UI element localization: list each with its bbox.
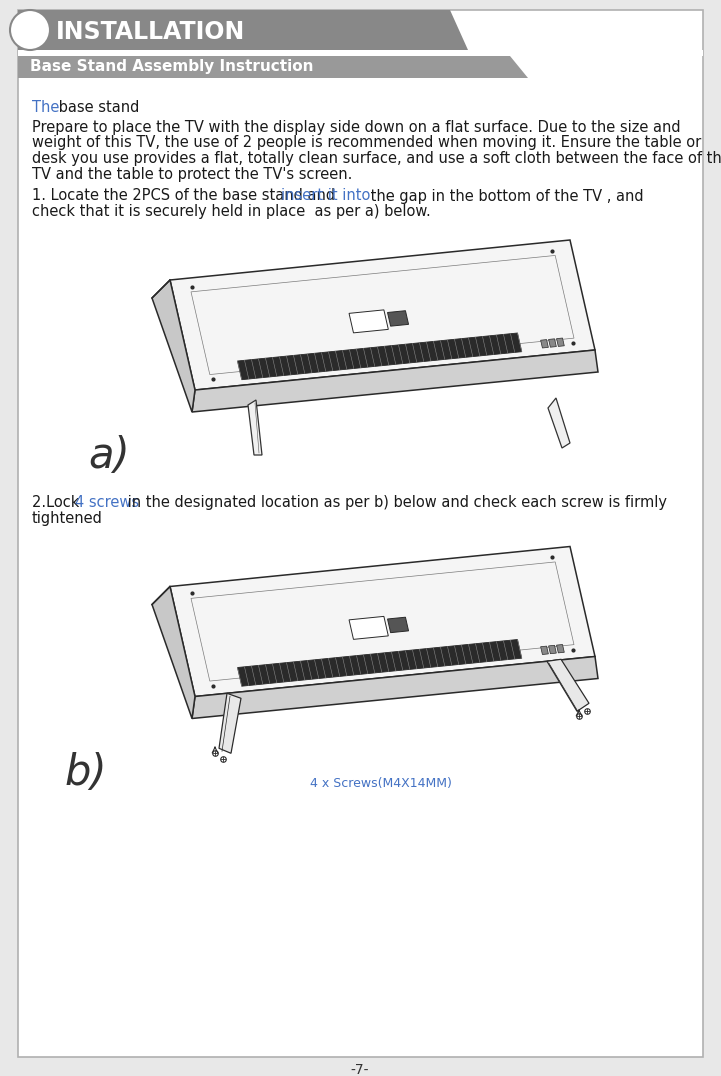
Text: 2.Lock: 2.Lock: [32, 495, 84, 510]
Polygon shape: [349, 617, 389, 639]
Circle shape: [10, 10, 50, 49]
Polygon shape: [237, 332, 522, 380]
Text: 1. Locate the 2PCS of the base stand and: 1. Locate the 2PCS of the base stand and: [32, 188, 340, 203]
Text: 4 screws: 4 screws: [74, 495, 138, 510]
Polygon shape: [557, 338, 565, 346]
Polygon shape: [170, 240, 595, 390]
Polygon shape: [248, 400, 262, 455]
Text: 4 x Screws(M4X14MM): 4 x Screws(M4X14MM): [310, 777, 452, 790]
Polygon shape: [349, 310, 389, 332]
Polygon shape: [18, 56, 528, 77]
Text: a): a): [88, 435, 130, 477]
Polygon shape: [387, 618, 409, 633]
Text: insert it into: insert it into: [281, 188, 371, 203]
Text: b): b): [65, 751, 107, 793]
Polygon shape: [548, 398, 570, 448]
Text: tightened: tightened: [32, 510, 103, 525]
Polygon shape: [152, 280, 195, 412]
Text: in the designated location as per b) below and check each screw is firmly: in the designated location as per b) bel…: [123, 495, 667, 510]
Polygon shape: [549, 339, 557, 348]
Polygon shape: [541, 340, 549, 348]
Bar: [18, 49, 703, 56]
Text: the gap in the bottom of the TV , and: the gap in the bottom of the TV , and: [366, 188, 644, 203]
Polygon shape: [219, 693, 241, 753]
Polygon shape: [541, 646, 549, 654]
Text: desk you use provides a flat, totally clean surface, and use a soft cloth betwee: desk you use provides a flat, totally cl…: [32, 151, 721, 166]
Text: weight of this TV, the use of 2 people is recommended when moving it. Ensure the: weight of this TV, the use of 2 people i…: [32, 136, 702, 151]
Text: Base Stand Assembly Instruction: Base Stand Assembly Instruction: [30, 59, 314, 74]
Polygon shape: [170, 547, 595, 696]
Text: TV and the table to protect the TV's screen.: TV and the table to protect the TV's scr…: [32, 167, 353, 182]
Polygon shape: [387, 311, 409, 326]
Polygon shape: [237, 639, 522, 686]
Text: base stand: base stand: [54, 100, 139, 115]
Polygon shape: [192, 350, 598, 412]
Polygon shape: [557, 645, 565, 653]
Polygon shape: [18, 10, 468, 49]
Text: Prepare to place the TV with the display side down on a flat surface. Due to the: Prepare to place the TV with the display…: [32, 121, 681, 134]
Text: -7-: -7-: [350, 1063, 369, 1076]
Polygon shape: [547, 660, 589, 711]
Polygon shape: [549, 646, 557, 654]
Text: check that it is securely held in place  as per a) below.: check that it is securely held in place …: [32, 204, 430, 220]
Polygon shape: [152, 586, 195, 719]
Polygon shape: [192, 656, 598, 719]
Text: The: The: [32, 100, 59, 115]
Text: INSTALLATION: INSTALLATION: [56, 20, 245, 44]
